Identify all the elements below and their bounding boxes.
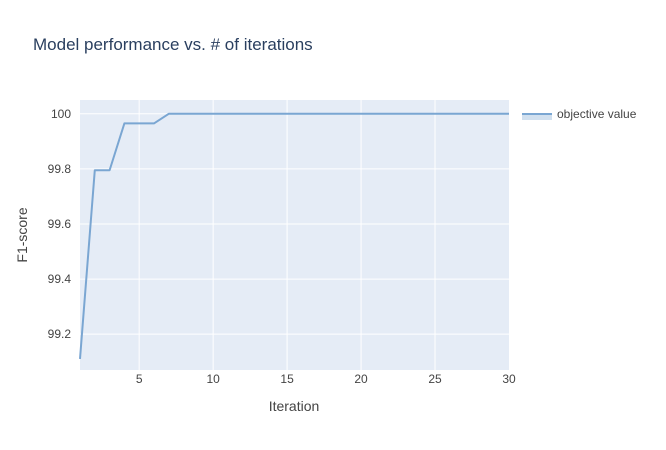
x-tick-label: 30 <box>502 372 516 386</box>
y-tick-label: 99.8 <box>48 162 72 176</box>
y-tick-label: 99.4 <box>48 272 72 286</box>
legend-swatch-fill <box>522 115 552 120</box>
y-tick-label: 99.2 <box>48 327 72 341</box>
y-axis-ticks: 99.2 99.4 99.6 99.8 100 <box>48 107 72 341</box>
chart-title: Model performance vs. # of iterations <box>33 35 313 54</box>
y-axis-label: F1-score <box>14 207 30 262</box>
x-tick-label: 5 <box>136 372 143 386</box>
legend[interactable]: objective value <box>522 107 637 121</box>
x-axis-ticks: 5 10 15 20 25 30 <box>136 372 516 386</box>
series-layer <box>79 112 509 360</box>
x-tick-label: 10 <box>206 372 220 386</box>
x-tick-label: 15 <box>280 372 294 386</box>
series-line[interactable] <box>79 112 509 360</box>
x-axis-label: Iteration <box>269 398 320 414</box>
legend-label: objective value <box>557 107 637 121</box>
plot-area <box>80 100 509 370</box>
x-tick-label: 25 <box>428 372 442 386</box>
y-tick-label: 99.6 <box>48 217 72 231</box>
x-tick-label: 20 <box>354 372 368 386</box>
y-tick-label: 100 <box>51 107 71 121</box>
